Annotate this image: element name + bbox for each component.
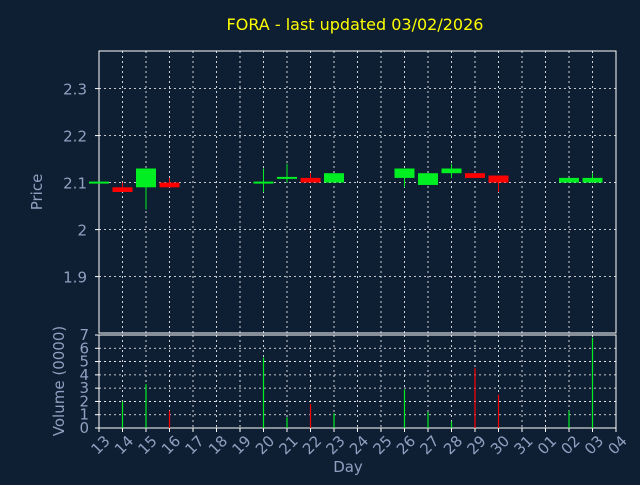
candle <box>300 173 321 183</box>
x-tick-label: 21 <box>276 432 302 458</box>
x-tick-label: 18 <box>205 432 231 458</box>
x-tick-label: 16 <box>158 432 184 458</box>
price-gridlines <box>98 51 617 333</box>
volume-y-tick-label: 1 <box>79 406 89 424</box>
volume-y-tick-label: 0 <box>79 419 89 437</box>
candle-body <box>488 175 509 183</box>
x-tick-label: 20 <box>252 432 278 458</box>
x-tick-label: 02 <box>558 432 584 458</box>
candle-body <box>277 176 297 179</box>
chart-title: FORA - last updated 03/02/2026 <box>227 15 484 34</box>
candle <box>136 168 156 210</box>
candle-body <box>89 181 109 184</box>
x-tick-label: 29 <box>464 432 490 458</box>
candle-body <box>465 173 485 178</box>
price-candles <box>89 163 603 210</box>
x-tick-label: 17 <box>182 432 208 458</box>
x-tick-label: 27 <box>417 432 443 458</box>
x-tick-label: 23 <box>323 432 349 458</box>
candle <box>559 177 579 183</box>
candle <box>418 173 438 185</box>
x-tick-label: 04 <box>605 432 631 458</box>
volume-y-tick-label: 7 <box>79 326 89 344</box>
volume-gridlines <box>98 335 617 428</box>
candle <box>159 177 180 188</box>
x-tick-label: 22 <box>299 432 325 458</box>
candle-body <box>559 177 579 183</box>
volume-y-tick-label: 2 <box>79 392 89 410</box>
candle-body <box>136 168 156 188</box>
candle <box>89 181 109 184</box>
volume-y-tick-label: 4 <box>79 366 89 384</box>
candle <box>253 168 274 192</box>
x-tick-labels: 1314151617181920212223242526272829303101… <box>88 428 631 458</box>
volume-axis-label: Volume (0000) <box>50 326 68 436</box>
candle-body <box>253 181 274 184</box>
price-y-tick-label: 2.3 <box>63 81 87 99</box>
x-tick-label: 01 <box>534 432 560 458</box>
x-tick-label: 13 <box>88 432 114 458</box>
price-y-tick-label: 2.1 <box>63 175 87 193</box>
candle <box>582 173 603 183</box>
candle-body <box>582 177 603 183</box>
candle <box>394 168 415 188</box>
candle <box>441 163 462 178</box>
candle <box>324 173 344 183</box>
candle <box>112 182 133 192</box>
price-y-tick-label: 1.9 <box>63 269 87 287</box>
x-axis-label: Day <box>333 458 363 476</box>
x-tick-label: 30 <box>487 432 513 458</box>
candle <box>465 173 485 178</box>
x-tick-label: 26 <box>393 432 419 458</box>
candle <box>277 163 297 183</box>
price-plot-frame <box>98 50 617 334</box>
volume-y-tick-label: 5 <box>79 353 89 371</box>
volume-y-tick-label: 6 <box>79 339 89 357</box>
x-tick-label: 15 <box>135 432 161 458</box>
candle-body <box>418 173 438 185</box>
x-tick-label: 28 <box>440 432 466 458</box>
price-axis-label: Price <box>28 174 46 211</box>
x-tick-label: 19 <box>229 432 255 458</box>
x-tick-label: 14 <box>111 432 137 458</box>
candle-body <box>112 187 133 192</box>
candle-body <box>159 182 180 188</box>
candle-body <box>324 173 344 183</box>
candle-body <box>394 168 415 178</box>
x-tick-label: 31 <box>511 432 537 458</box>
x-tick-label: 24 <box>346 432 372 458</box>
candle <box>488 175 509 192</box>
candle-body <box>300 177 321 183</box>
x-tick-label: 25 <box>370 432 396 458</box>
x-tick-label: 03 <box>581 432 607 458</box>
price-y-tick-label: 2 <box>77 222 87 240</box>
candle-body <box>441 168 462 174</box>
price-y-tick-label: 2.2 <box>63 128 87 146</box>
volume-y-tick-label: 3 <box>79 379 89 397</box>
volume-bars <box>121 337 594 428</box>
price-y-tick-labels: 1.9 2 2.1 2.2 2.3 <box>63 81 99 287</box>
